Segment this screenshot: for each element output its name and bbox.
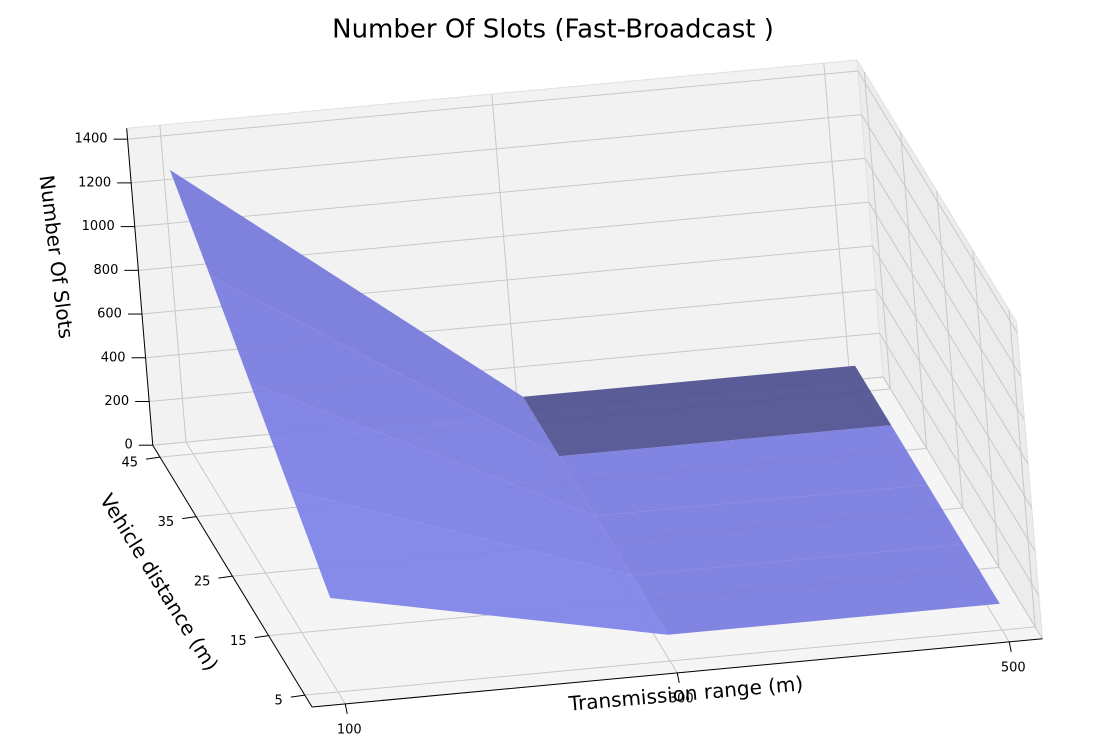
x-tick	[1008, 641, 1012, 652]
surface-patch	[595, 484, 964, 576]
x-tick	[676, 672, 680, 683]
surface-patch	[290, 490, 668, 635]
surface-patch	[559, 425, 928, 516]
surface-patch	[631, 544, 1000, 635]
y-tick-label: 5	[275, 694, 283, 709]
z-grid-line	[864, 158, 1025, 421]
z-grid-line	[879, 333, 1040, 596]
surface-patch	[169, 169, 560, 457]
y-tick-label: 25	[194, 575, 211, 590]
y-tick	[290, 694, 305, 698]
x-tick-label: 100	[337, 722, 362, 737]
surface-patch	[249, 382, 632, 576]
z-grid-line	[857, 70, 1018, 334]
z-grid-line	[131, 114, 862, 184]
y-tick	[218, 575, 233, 579]
x-tick-label: 300	[669, 691, 694, 706]
z-tick-label: 1000	[82, 219, 115, 234]
z-tick-label: 1200	[78, 175, 111, 190]
y-grid-line	[972, 250, 1000, 568]
y-grid-line	[936, 190, 964, 508]
z-grid-line	[871, 245, 1033, 508]
y-grid-line	[304, 626, 1036, 696]
z-tick-label: 800	[94, 263, 119, 278]
y-grid-line	[900, 131, 928, 449]
x-tick-label: 500	[1001, 660, 1026, 675]
y-tick	[145, 456, 161, 460]
x-tick	[344, 703, 348, 714]
z-tick-label: 400	[101, 350, 126, 365]
y-tick-label: 35	[158, 515, 175, 530]
z-grid-line	[134, 157, 866, 228]
z-grid-line	[861, 114, 1022, 377]
surface-patch	[209, 275, 596, 516]
z-grid-line	[875, 289, 1036, 552]
y-grid-line	[863, 71, 891, 389]
y-tick	[182, 516, 197, 520]
x-axis-line	[311, 638, 1043, 708]
y-tick	[254, 635, 269, 639]
z-tick-label: 1400	[74, 132, 107, 147]
y-tick-label: 15	[230, 634, 247, 649]
y-axis-line	[152, 444, 313, 708]
y-tick-label: 45	[121, 456, 138, 471]
z-grid-line	[868, 201, 1029, 465]
chart-title: Number Of Slots (Fast-Broadcast )	[332, 15, 774, 45]
z-tick-label: 600	[97, 307, 122, 322]
z-tick-label: 0	[124, 438, 132, 453]
x-grid-line	[823, 63, 851, 381]
y-grid-line	[1008, 309, 1036, 627]
z-axis-label: Number Of Slots	[35, 174, 79, 340]
x-grid-line	[159, 125, 187, 443]
z-axis-line	[126, 128, 154, 446]
axes: 100 300 500 5 15 25 35 45 0 200 400 600 800 1000 1200 1…	[74, 128, 1043, 737]
z-grid-line	[882, 376, 1043, 640]
z-grid-line	[127, 70, 859, 140]
x-grid-line	[491, 94, 519, 412]
surface-patch	[523, 365, 892, 457]
z-tick-label: 200	[104, 394, 129, 409]
surface	[169, 169, 1000, 635]
